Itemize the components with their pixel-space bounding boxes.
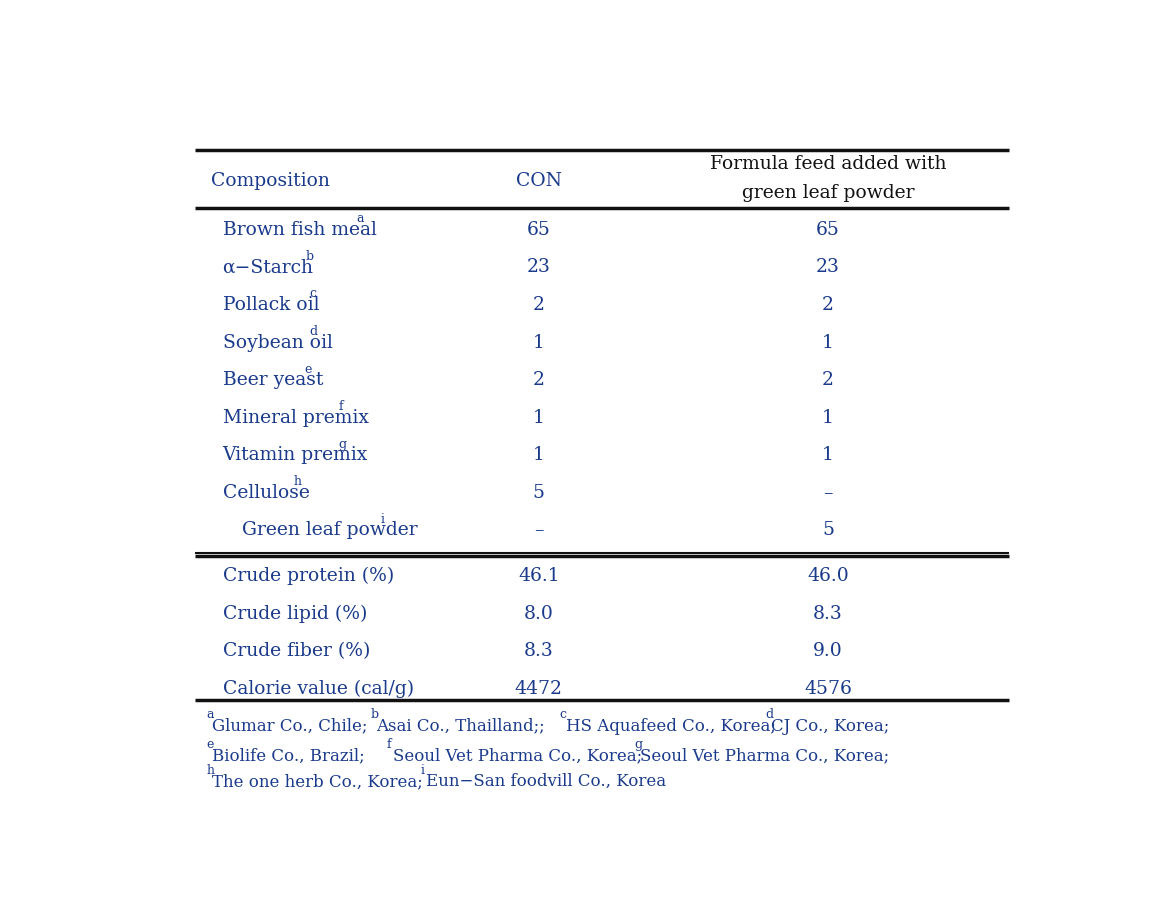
Text: a: a	[206, 707, 213, 721]
Text: 5: 5	[533, 483, 545, 502]
Text: 8.3: 8.3	[813, 604, 843, 622]
Text: g: g	[634, 737, 642, 750]
Text: 23: 23	[816, 258, 840, 276]
Text: 8.3: 8.3	[524, 641, 554, 659]
Text: Biolife Co., Brazil;: Biolife Co., Brazil;	[212, 747, 371, 764]
Text: 46.0: 46.0	[807, 566, 849, 584]
Text: Crude lipid (%): Crude lipid (%)	[223, 603, 367, 622]
Text: 1: 1	[533, 333, 545, 351]
Text: Calorie value (cal/g): Calorie value (cal/g)	[223, 679, 414, 697]
Text: The one herb Co., Korea;: The one herb Co., Korea;	[212, 772, 428, 789]
Text: HS Aquafeed Co., Korea;: HS Aquafeed Co., Korea;	[566, 717, 781, 734]
Text: 4472: 4472	[515, 679, 563, 697]
Text: d: d	[765, 707, 773, 721]
Text: Seoul Vet Pharma Co., Korea;: Seoul Vet Pharma Co., Korea;	[640, 747, 890, 764]
Text: f: f	[387, 737, 392, 750]
Text: Seoul Vet Pharma Co., Korea;: Seoul Vet Pharma Co., Korea;	[393, 747, 647, 764]
Text: Crude fiber (%): Crude fiber (%)	[223, 641, 370, 659]
Text: CJ Co., Korea;: CJ Co., Korea;	[771, 717, 890, 734]
Text: e: e	[206, 737, 213, 750]
Text: α−Starch: α−Starch	[223, 258, 314, 276]
Text: 2: 2	[822, 371, 834, 389]
Text: Eun−San foodvill Co., Korea: Eun−San foodvill Co., Korea	[427, 772, 667, 789]
Text: Asai Co., Thailland;;: Asai Co., Thailland;;	[377, 717, 550, 734]
Text: e: e	[304, 363, 311, 375]
Text: d: d	[309, 325, 317, 337]
Text: 2: 2	[533, 371, 545, 389]
Text: Composition: Composition	[211, 172, 330, 190]
Text: h: h	[206, 763, 215, 776]
Text: Brown fish meal: Brown fish meal	[223, 221, 377, 239]
Text: 1: 1	[533, 409, 545, 426]
Text: 1: 1	[533, 446, 545, 464]
Text: 1: 1	[822, 409, 834, 426]
Text: 65: 65	[816, 221, 840, 239]
Text: 23: 23	[527, 258, 550, 276]
Text: 9.0: 9.0	[813, 641, 843, 659]
Text: 5: 5	[822, 520, 834, 538]
Text: 46.1: 46.1	[518, 566, 560, 584]
Text: –: –	[534, 520, 543, 538]
Text: 2: 2	[822, 296, 834, 314]
Text: green leaf powder: green leaf powder	[742, 184, 914, 202]
Text: 65: 65	[527, 221, 550, 239]
Text: Crude protein (%): Crude protein (%)	[223, 566, 394, 584]
Text: 4576: 4576	[805, 679, 852, 697]
Text: f: f	[338, 400, 343, 413]
Text: 1: 1	[822, 446, 834, 464]
Text: 1: 1	[822, 333, 834, 351]
Text: Pollack oil: Pollack oil	[223, 296, 319, 314]
Text: –: –	[823, 483, 833, 502]
Text: 8.0: 8.0	[524, 604, 554, 622]
Text: Glumar Co., Chile;: Glumar Co., Chile;	[212, 717, 373, 734]
Text: Soybean oil: Soybean oil	[223, 333, 332, 351]
Text: i: i	[381, 512, 385, 525]
Text: i: i	[420, 763, 424, 776]
Text: Beer yeast: Beer yeast	[223, 371, 323, 389]
Text: h: h	[294, 474, 302, 488]
Text: b: b	[305, 250, 314, 262]
Text: c: c	[309, 287, 316, 300]
Text: 2: 2	[533, 296, 545, 314]
Text: Cellulose: Cellulose	[223, 483, 309, 502]
Text: CON: CON	[515, 172, 562, 190]
Text: Formula feed added with: Formula feed added with	[710, 155, 947, 173]
Text: Mineral premix: Mineral premix	[223, 409, 368, 426]
Text: Vitamin premix: Vitamin premix	[223, 446, 368, 464]
Text: b: b	[371, 707, 379, 721]
Text: a: a	[357, 212, 364, 226]
Text: g: g	[338, 437, 346, 450]
Text: Green leaf powder: Green leaf powder	[243, 520, 419, 538]
Text: c: c	[560, 707, 567, 721]
